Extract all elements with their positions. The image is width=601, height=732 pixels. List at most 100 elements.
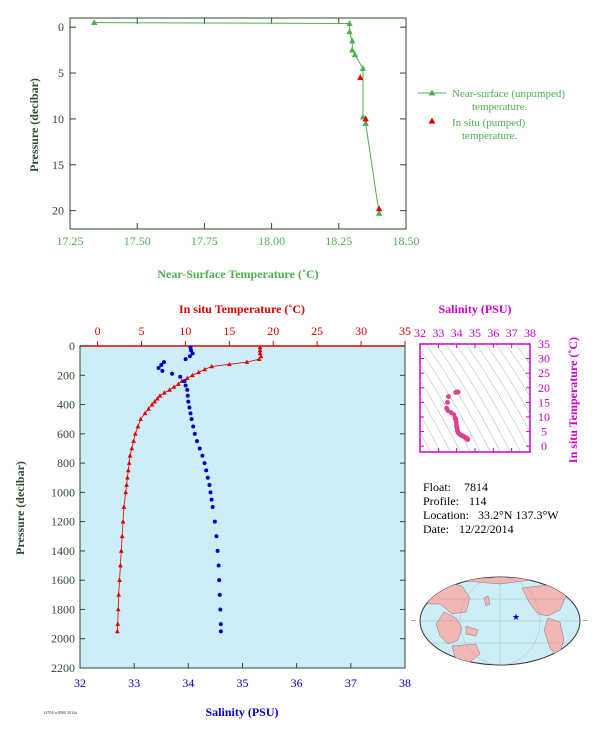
near-surface-point [375, 209, 383, 216]
temperature-tick-label: 5 [138, 324, 144, 338]
temperature-point [125, 467, 131, 473]
pressure-tick-label: 800 [57, 456, 75, 470]
location-value: 33.2°N 137.3°W [478, 508, 559, 522]
near-surface-point [91, 19, 98, 26]
salinity-point [202, 461, 207, 466]
salinity-tick-label: 38 [399, 676, 411, 690]
ts-density-contour [420, 396, 451, 452]
temperature-point [131, 438, 136, 443]
legend-label-in-situ: In situ (pumped) temperature. [452, 117, 528, 142]
ts-point [465, 437, 471, 442]
pressure-tick-label: 0 [69, 339, 75, 353]
ts-density-contour [485, 344, 530, 415]
temperature-point [257, 347, 263, 353]
date-label: Date: [423, 522, 449, 536]
temperature-point [127, 453, 133, 458]
near-surface-x-tick-label: 17.75 [191, 234, 218, 248]
ts-point [446, 394, 451, 399]
salinity-point [189, 417, 194, 422]
salinity-point [156, 365, 161, 370]
near-surface-legend: Near-surface (unpumped) temperature. In … [418, 88, 565, 142]
temperature-point [114, 628, 120, 634]
temperature-tick-label: 0 [95, 324, 101, 338]
salinity-point [186, 399, 191, 404]
salinity-tick-label: 35 [237, 676, 249, 690]
temperature-tick-label: 25 [311, 324, 323, 338]
pressure-tick-label: 200 [57, 368, 75, 382]
temperature-point [257, 344, 263, 350]
temperature-point [161, 390, 167, 395]
near-surface-y-tick-label: 5 [58, 66, 64, 80]
temperature-point [115, 621, 121, 626]
salinity-point [160, 368, 165, 373]
salinity-point [185, 387, 190, 392]
temperature-tick-label: 20 [267, 324, 279, 338]
temperature-point [116, 592, 121, 597]
pressure-tick-label: 1400 [51, 544, 75, 558]
temperature-point [146, 406, 151, 411]
near-surface-point [346, 28, 353, 35]
salinity-point [212, 519, 217, 524]
temperature-point [157, 393, 163, 398]
pressure-tick-label: 2200 [51, 661, 75, 675]
temperature-point [226, 361, 232, 367]
in-situ-point [362, 115, 369, 122]
map-land [423, 577, 567, 663]
near-surface-y-tick-label: 10 [52, 112, 64, 126]
near-surface-series [91, 19, 383, 216]
salinity-point [200, 453, 205, 458]
salinity-point [197, 446, 202, 451]
profile-ticks: 0 5 10 15 20 25 30 35 32 33 34 35 36 37 38 0 200 400 600 80… [51, 324, 411, 690]
near-surface-x-tick-label: 18.00 [258, 234, 285, 248]
salinity-point [209, 497, 214, 502]
map-gridlines [420, 577, 580, 665]
salinity-tick-label: 34 [182, 676, 194, 690]
temperature-point [209, 363, 215, 369]
salinity-point [208, 490, 213, 495]
location-map: ★ – – [410, 576, 588, 666]
salinity-point [159, 363, 164, 368]
temperature-tick-label: 15 [223, 324, 235, 338]
salinity-point [218, 629, 223, 634]
pressure-tick-label: 1800 [51, 602, 75, 616]
salinity-point [204, 468, 209, 473]
pressure-tick-label: 1600 [51, 573, 75, 587]
ts-density-contour [445, 344, 511, 452]
near-surface-plot-frame [69, 17, 407, 230]
temperature-point [167, 387, 172, 392]
near-surface-point [349, 37, 356, 44]
temperature-point [244, 359, 250, 364]
ts-density-contour [435, 344, 501, 452]
in-situ-point [357, 74, 364, 81]
profile-label: Profile: [423, 494, 459, 508]
location-label: Location: [423, 508, 469, 522]
pressure-tick-label: 1200 [51, 515, 75, 529]
map-left-tick: – [410, 615, 416, 625]
salinity-point [217, 592, 222, 597]
temperature-point [202, 366, 208, 372]
near-surface-point [362, 120, 369, 126]
near-surface-y-tick-label: 0 [58, 20, 64, 34]
float-info: Float: 7814 Profile: 114 Location: 33.2°… [423, 480, 559, 536]
pressure-tick-label: 400 [57, 398, 75, 412]
salinity-tick-label: 36 [291, 676, 303, 690]
ts-x-tick-label: 38 [524, 326, 536, 340]
salinity-point [207, 483, 212, 488]
temperature-point [149, 401, 155, 407]
ts-x-tick-label: 35 [469, 326, 481, 340]
salinity-point [205, 475, 210, 480]
near-surface-y-tick-label: 20 [52, 204, 64, 218]
legend-marker-in-situ [428, 117, 436, 124]
salinity-point [218, 607, 223, 612]
temperature-point [132, 431, 138, 436]
temperature-tick-label: 30 [355, 324, 367, 338]
salinity-tick-label: 32 [74, 676, 86, 690]
ts-x-tick-label: 34 [451, 326, 463, 340]
ts-y-tick-label: 0 [541, 439, 547, 453]
salinity-point [161, 360, 166, 365]
ts-density-contour [465, 344, 530, 452]
profile-series [114, 344, 264, 634]
ts-y-tick-label: 25 [538, 366, 550, 380]
temperature-point [258, 353, 264, 359]
temperature-point [257, 350, 263, 356]
